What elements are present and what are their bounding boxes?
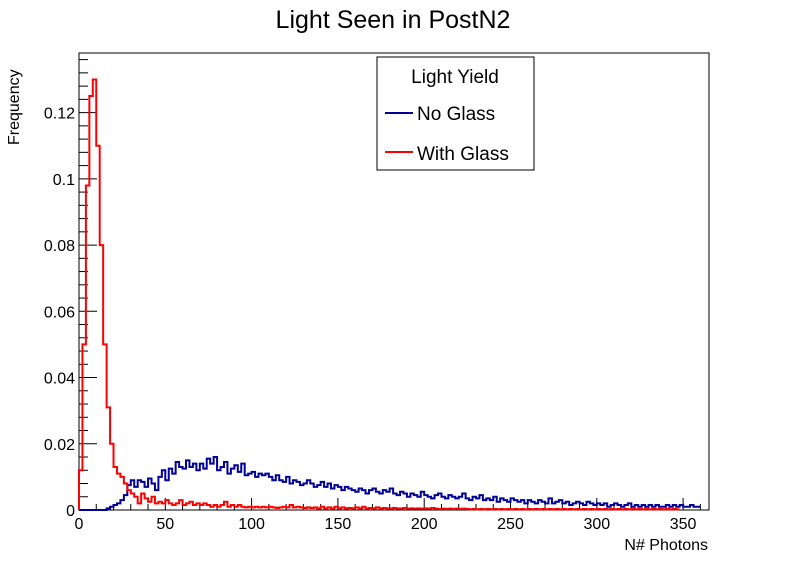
x-tick-label: 0 <box>75 516 84 533</box>
series-line-no-glass <box>79 456 701 511</box>
y-tick-label: 0.1 <box>53 172 75 189</box>
y-axis-label: Frequency <box>6 69 23 145</box>
x-tick-label: 200 <box>411 516 438 533</box>
chart-title: Light Seen in PostN2 <box>276 6 511 34</box>
y-tick-label: 0.06 <box>44 304 75 321</box>
y-tick-label: 0.08 <box>44 238 75 255</box>
legend: Light Yield No Glass With Glass <box>376 56 535 171</box>
series-line-with-glass <box>78 78 680 511</box>
x-tick-label: 100 <box>238 516 265 533</box>
legend-label-no-glass: No Glass <box>417 104 495 125</box>
x-axis-label: N# Photons <box>624 537 708 554</box>
x-tick-label: 300 <box>583 516 610 533</box>
y-tick-label: 0.04 <box>44 371 75 388</box>
plot-frame <box>78 52 710 511</box>
x-tick-label: 250 <box>497 516 524 533</box>
x-tick-label: 50 <box>156 516 174 533</box>
y-tick-label: 0.12 <box>44 106 75 123</box>
y-tick-label: 0 <box>66 503 75 520</box>
legend-title: Light Yield <box>411 67 499 88</box>
x-tick-label: 350 <box>670 516 697 533</box>
legend-label-with-glass: With Glass <box>417 144 509 165</box>
y-tick-label: 0.02 <box>44 437 75 454</box>
x-tick-label: 150 <box>325 516 352 533</box>
